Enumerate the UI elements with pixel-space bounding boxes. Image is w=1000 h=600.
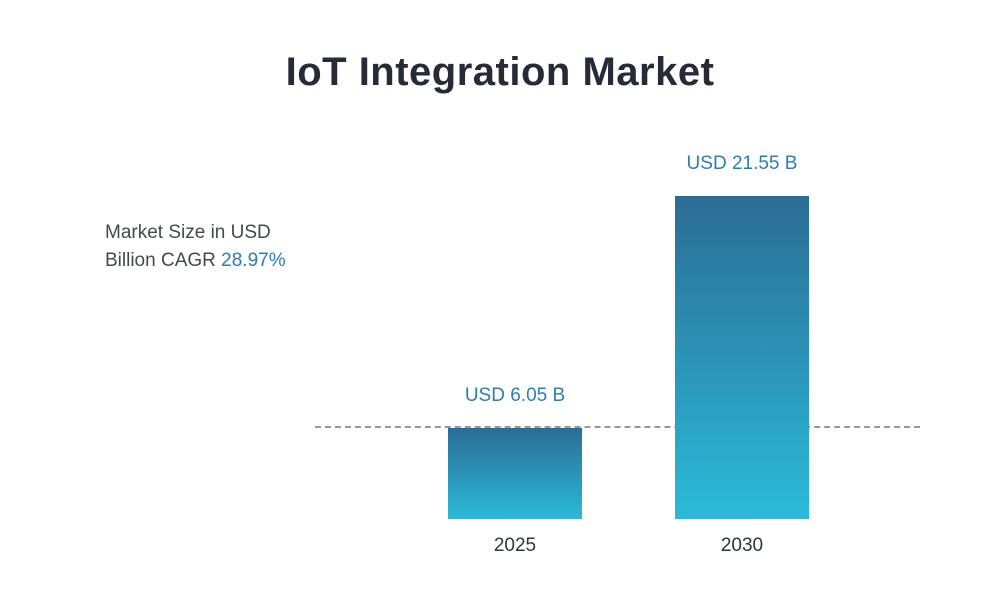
side-note: Market Size in USD Billion CAGR 28.97% xyxy=(105,219,286,275)
year-label-2025: 2025 xyxy=(493,535,537,556)
bar-group-2030: USD 21.55 B 2030 xyxy=(675,153,809,556)
cagr-value: 28.97% xyxy=(221,250,286,271)
bar-value-label-2030: USD 21.55 B xyxy=(686,153,798,174)
bar-2025 xyxy=(448,428,582,519)
bar-value-label-2025: USD 6.05 B xyxy=(464,385,566,406)
bar-2030 xyxy=(675,196,809,519)
side-note-line1: Market Size in USD xyxy=(105,222,271,243)
side-note-line2: Billion CAGR xyxy=(105,250,222,271)
year-label-2030: 2030 xyxy=(720,535,764,556)
bar-group-2025: USD 6.05 B 2025 xyxy=(448,385,582,556)
chart-title: IoT Integration Market xyxy=(285,50,715,94)
reference-dashed-line xyxy=(315,426,920,428)
